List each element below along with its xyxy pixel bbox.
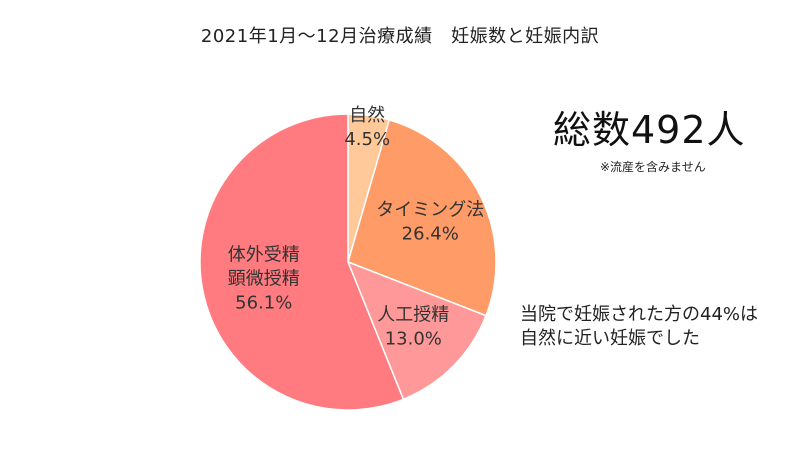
total-note: ※流産を含みません xyxy=(600,160,706,174)
note-line: 当院で妊娠された方の44%は xyxy=(520,304,759,325)
note-line: 自然に近い妊娠でした xyxy=(520,328,700,349)
slice-value-label: 26.4% xyxy=(402,223,459,244)
slice-value-label: 56.1% xyxy=(235,292,292,313)
pie-slice xyxy=(347,118,497,317)
slice-value-label: 4.5% xyxy=(344,129,390,150)
slice-category-label: 顕微授精 xyxy=(228,268,300,289)
total-count: 総数492人 xyxy=(553,108,746,152)
slice-category-label: 体外受精 xyxy=(228,244,300,265)
slice-category-label: 自然 xyxy=(349,105,385,126)
slice-category-label: タイミング法 xyxy=(376,199,484,220)
pie-slice xyxy=(199,113,405,411)
slice-category-label: 人工授精 xyxy=(377,304,449,325)
chart-title: 2021年1月～12月治療成績 妊娠数と妊娠内訳 xyxy=(200,26,600,47)
pie-slice xyxy=(346,260,487,401)
slice-value-label: 13.0% xyxy=(385,328,442,349)
